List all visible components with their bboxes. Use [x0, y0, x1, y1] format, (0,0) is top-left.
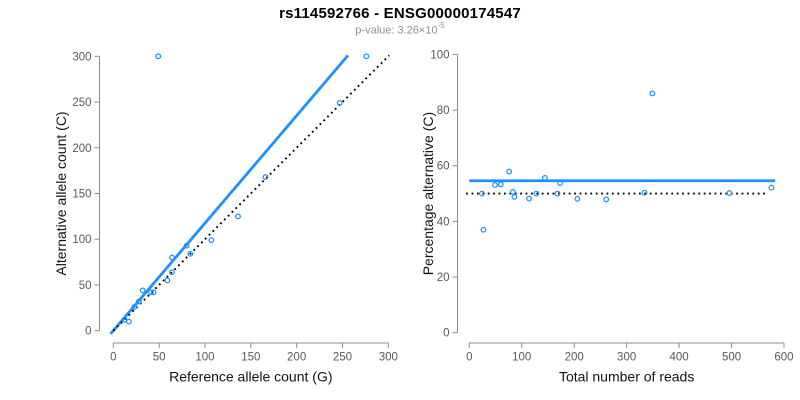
x-tick-label: 100 — [512, 352, 531, 364]
x-tick-label: 0 — [466, 352, 472, 364]
data-point — [121, 316, 128, 323]
data-point — [336, 100, 343, 106]
pvalue-exponent: -5 — [437, 21, 445, 30]
data-point — [125, 318, 132, 325]
y-tick-label: 100 — [430, 49, 449, 61]
x-axis-title: Reference allele count (G) — [169, 369, 332, 385]
y-axis-title: Alternative allele count (C) — [53, 111, 69, 275]
right-scatter-panel: 0 20 40 60 80 100 0 100 200 300 400 500 600 Total num… — [420, 49, 794, 384]
y-tick-label: 20 — [437, 272, 450, 284]
data-point — [235, 213, 241, 220]
data-point — [169, 269, 175, 276]
data-point — [554, 190, 561, 197]
data-point — [183, 242, 190, 249]
y-tick-label: 40 — [437, 216, 450, 228]
data-point — [139, 287, 146, 294]
pvalue-text: p-value: 3.26×10 — [355, 24, 438, 37]
x-tick-label: 200 — [287, 352, 306, 364]
x-tick-label: 500 — [722, 352, 741, 364]
y-tick-label: 0 — [443, 328, 449, 340]
x-tick-label: 0 — [110, 352, 116, 364]
x-tick-label: 300 — [379, 352, 398, 364]
x-tick-label: 400 — [669, 352, 688, 364]
x-tick-label: 100 — [195, 352, 214, 364]
plot-subtitle: p-value: 3.26×10-5 — [0, 21, 800, 37]
data-point — [533, 190, 540, 197]
data-point — [541, 175, 548, 181]
data-point — [492, 182, 498, 188]
data-point — [187, 250, 194, 257]
y-tick-label: 250 — [72, 97, 91, 109]
data-point — [131, 303, 138, 310]
x-tick-label: 50 — [153, 352, 166, 364]
data-point — [603, 196, 610, 203]
plot-title: rs114592766 - ENSG00000174547 — [279, 5, 521, 22]
data-point — [509, 188, 516, 195]
x-tick-label: 300 — [617, 352, 636, 364]
data-point — [208, 237, 215, 244]
data-point — [480, 226, 487, 233]
data-point — [526, 195, 533, 202]
y-tick-label: 80 — [437, 105, 450, 117]
data-point — [147, 289, 154, 296]
data-point — [768, 184, 775, 191]
data-point — [164, 277, 171, 284]
x-tick-label: 600 — [774, 352, 793, 364]
data-point — [497, 181, 504, 188]
y-tick-label: 300 — [72, 51, 91, 63]
data-point — [726, 190, 733, 196]
data-point — [136, 298, 142, 305]
y-axis-title: Percentage alternative (C) — [420, 112, 436, 275]
y-tick-label: 60 — [437, 161, 450, 173]
data-point — [478, 190, 485, 197]
data-point — [155, 53, 162, 60]
x-tick-label: 250 — [333, 352, 352, 364]
y-tick-label: 0 — [85, 326, 91, 338]
data-point — [363, 53, 370, 60]
x-tick-label: 200 — [565, 352, 584, 364]
data-point — [169, 254, 175, 261]
x-tick-label: 150 — [241, 352, 260, 364]
data-point — [150, 289, 157, 296]
identity-line — [112, 54, 390, 332]
data-point — [262, 174, 269, 180]
y-tick-label: 50 — [79, 280, 92, 292]
data-point — [557, 180, 563, 186]
left-scatter-panel: 0 50 100 150 200 250 300 0 50 100 150 200 250 300 Refe… — [53, 51, 398, 384]
data-point — [511, 193, 518, 200]
regression-line — [109, 54, 350, 335]
data-point — [574, 195, 581, 202]
data-point — [506, 168, 513, 175]
y-tick-label: 200 — [72, 143, 91, 155]
data-point — [641, 189, 648, 196]
y-tick-label: 100 — [72, 234, 91, 246]
data-point — [649, 90, 656, 97]
y-tick-label: 150 — [72, 188, 91, 200]
x-axis-title: Total number of reads — [559, 369, 694, 385]
